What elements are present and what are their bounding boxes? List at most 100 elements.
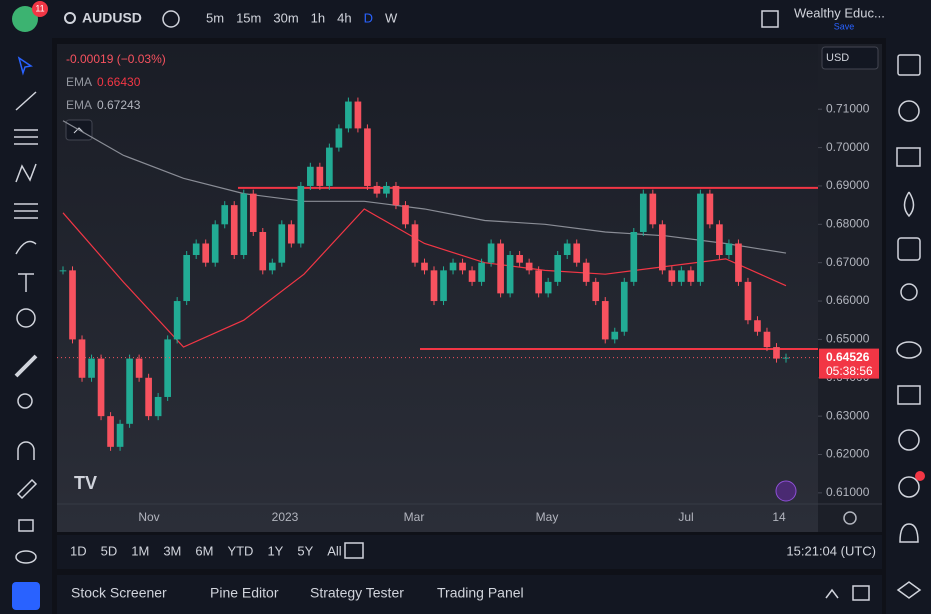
candle: [69, 270, 76, 340]
candle: [763, 331, 771, 348]
tips-icon[interactable]: [898, 429, 920, 451]
range-button[interactable]: 6M: [195, 543, 213, 558]
candle: [88, 358, 95, 378]
timeframe[interactable]: 1h: [311, 10, 325, 25]
broadcast-icon[interactable]: [898, 476, 920, 498]
fib-tool[interactable]: [14, 129, 38, 145]
timeframe[interactable]: 4h: [337, 10, 351, 25]
pattern-tool[interactable]: [15, 163, 37, 183]
compare-icon[interactable]: [162, 10, 180, 28]
top-bar: [0, 0, 931, 38]
candle: [706, 193, 714, 225]
layers-icon[interactable]: [896, 581, 922, 599]
ruler-tool[interactable]: [14, 354, 38, 378]
change: -0.00019 (−0.03%): [66, 52, 166, 66]
candle: [107, 416, 114, 447]
range-button[interactable]: YTD: [227, 543, 253, 558]
candle: [307, 166, 314, 186]
range-button[interactable]: All: [327, 543, 342, 558]
ideas-icon[interactable]: [900, 283, 918, 301]
data-window-icon[interactable]: [896, 147, 921, 167]
lock-tool[interactable]: [18, 519, 34, 532]
date-range-icon[interactable]: [344, 542, 364, 559]
legend-name: EMA: [66, 98, 92, 112]
candle: [716, 224, 723, 256]
candle: [744, 281, 752, 321]
y-tick-label: 0.68000: [826, 216, 870, 230]
range-button[interactable]: 5D: [101, 543, 118, 558]
text-tool[interactable]: [18, 273, 34, 292]
panel-expand[interactable]: [825, 588, 839, 599]
panel-tab[interactable]: Strategy Tester: [310, 585, 404, 601]
streams-icon[interactable]: [896, 341, 922, 359]
y-tick-label: 0.67000: [826, 255, 870, 269]
panel-tab[interactable]: Trading Panel: [437, 585, 524, 601]
timeframe[interactable]: W: [385, 10, 398, 25]
forecast-tool[interactable]: [14, 203, 38, 219]
save[interactable]: Save: [834, 21, 855, 31]
brush-tool[interactable]: [15, 240, 37, 255]
alerts-icon[interactable]: [898, 100, 920, 122]
currency-button[interactable]: [821, 46, 879, 70]
watchlist-icon[interactable]: [897, 54, 921, 76]
settings-icon[interactable]: [843, 511, 857, 525]
candle: [487, 243, 495, 263]
notifications-icon[interactable]: [899, 523, 919, 543]
timeframe[interactable]: 30m: [273, 10, 298, 25]
timeframe[interactable]: 15m: [236, 10, 261, 25]
candle: [697, 193, 704, 282]
emoji-tool[interactable]: [16, 308, 36, 328]
candle: [678, 270, 685, 282]
candle: [145, 377, 152, 417]
candle: [735, 243, 742, 282]
range-button[interactable]: 3M: [163, 543, 181, 558]
candle: [335, 128, 343, 148]
candle: [97, 358, 105, 417]
panel-tab[interactable]: Pine Editor: [210, 585, 279, 601]
x-tick-label: Nov: [138, 510, 159, 524]
link-tool[interactable]: [12, 582, 40, 610]
y-tick-label: 0.66000: [826, 293, 870, 307]
range-button[interactable]: 5Y: [297, 543, 313, 558]
candle: [173, 301, 181, 340]
panel-tab[interactable]: Stock Screener: [71, 585, 167, 601]
trend-tool[interactable]: [15, 91, 37, 111]
logo[interactable]: [12, 6, 38, 32]
price-axis: [818, 44, 882, 532]
search-icon[interactable]: [64, 12, 76, 24]
events-icon[interactable]: [775, 480, 797, 502]
range-button[interactable]: 1Y: [267, 543, 283, 558]
visibility-tool[interactable]: [15, 550, 37, 564]
panel-maximize[interactable]: [852, 585, 870, 601]
magnet-tool[interactable]: [17, 441, 35, 460]
candle: [554, 255, 562, 282]
timeframe[interactable]: D: [364, 10, 373, 25]
candle: [544, 281, 552, 294]
y-tick-label: 0.62000: [826, 447, 870, 461]
candle: [430, 270, 438, 302]
candle: [592, 281, 600, 302]
chats-icon[interactable]: [897, 385, 921, 405]
symbol[interactable]: AUDUSD: [82, 10, 142, 26]
candle: [354, 101, 362, 129]
range-button[interactable]: 1M: [131, 543, 149, 558]
candle: [192, 243, 200, 256]
cursor-tool[interactable]: [17, 56, 33, 76]
candle: [373, 185, 381, 194]
price-label: 0.64526: [826, 350, 870, 364]
calendar-icon[interactable]: [897, 237, 921, 261]
zoom-tool[interactable]: [17, 393, 33, 409]
range-button[interactable]: 1D: [70, 543, 87, 558]
y-tick-label: 0.71000: [826, 101, 870, 115]
currency[interactable]: USD: [826, 52, 849, 64]
candle: [116, 423, 124, 447]
x-tick-label: 2023: [272, 510, 299, 524]
hotlist-icon[interactable]: [903, 191, 915, 218]
candle: [164, 339, 171, 397]
lock-drawings[interactable]: [16, 478, 38, 500]
account[interactable]: Wealthy Educ...: [794, 5, 885, 20]
layout-icon[interactable]: [761, 10, 779, 28]
legend-value: 0.67243: [97, 98, 141, 112]
timeframe[interactable]: 5m: [206, 10, 224, 25]
candle: [59, 270, 67, 272]
